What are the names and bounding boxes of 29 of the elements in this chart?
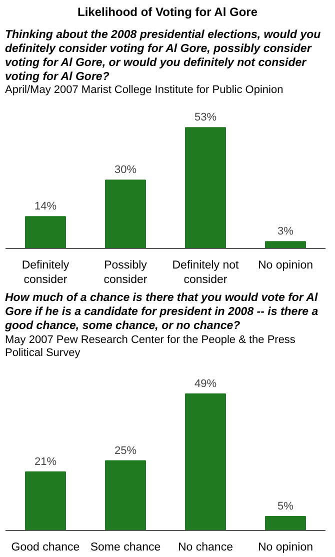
text: May 2007 Pew Research Center for the People & the Press Political Survey bbox=[5, 334, 296, 360]
data-label: 30% bbox=[114, 164, 137, 177]
bar bbox=[25, 216, 66, 249]
x-tick-label: Definitely consider bbox=[22, 260, 70, 286]
chart-subtitle: How much of a chance is there that you would vote for Al Gore if he is a candidate for president in 2008 -- is there a good chance, some chance, or no chance? bbox=[5, 292, 320, 334]
chart-title: Likelihood of Voting for Al Gore bbox=[76, 4, 258, 21]
data-label: 49% bbox=[194, 378, 217, 390]
x-tick-label: Good chance bbox=[11, 542, 80, 554]
x-tick-label: No opinion bbox=[258, 260, 313, 272]
x-tick-label: No chance bbox=[178, 542, 233, 554]
bar bbox=[105, 180, 146, 249]
data-label: 21% bbox=[34, 456, 57, 468]
bar bbox=[265, 242, 306, 249]
x-tick-label: No opinion bbox=[258, 542, 313, 554]
x-tick-label: Some chance bbox=[90, 542, 161, 554]
data-label: 5% bbox=[278, 500, 294, 513]
x-tick-label: Possibly consider bbox=[104, 260, 148, 286]
data-label: 3% bbox=[278, 226, 294, 238]
data-label: 53% bbox=[194, 112, 217, 124]
bar bbox=[105, 460, 146, 531]
x-tick-label: Definitely not consider bbox=[172, 260, 240, 286]
chart-subtitle: Thinking about the 2008 presidential elections, would you definitely consider voting for Al Gore, possibly consider voting for Al Gore, or would you definitely not consider voting for Al Gore? bbox=[5, 29, 322, 84]
bar bbox=[25, 472, 66, 531]
data-label: 25% bbox=[114, 444, 137, 457]
bar bbox=[185, 394, 226, 531]
text: April/May 2007 Marist College Institute for Public Opinion bbox=[5, 84, 284, 98]
bar bbox=[185, 128, 226, 249]
data-label: 14% bbox=[34, 201, 57, 214]
bar bbox=[265, 516, 306, 531]
